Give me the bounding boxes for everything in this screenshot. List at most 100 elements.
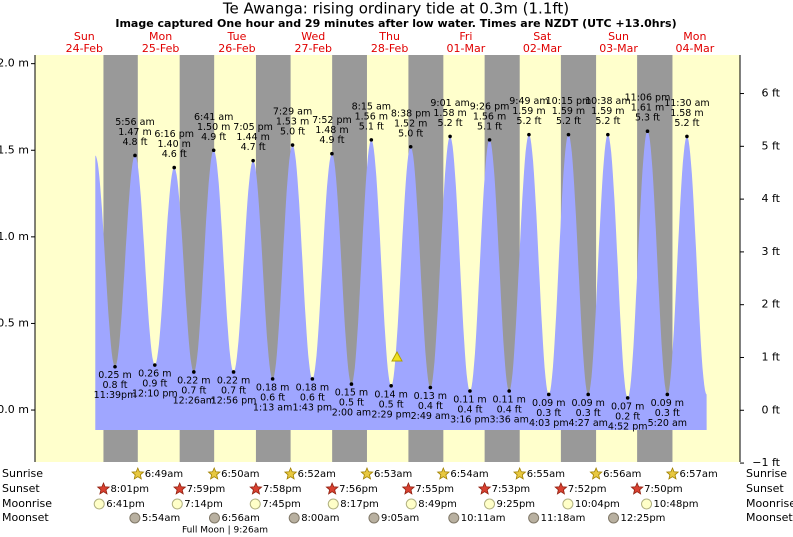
tide-label: 0.18 m [256,382,289,393]
sun-icon [665,466,680,480]
tide-label: 4.7 ft [241,142,266,153]
tide-point [487,138,492,142]
tide-label: 5.2 ft [516,116,541,127]
tide-label: 5:20 am [648,418,687,429]
tide-label: 4.9 ft [201,132,226,143]
tide-label: 1:43 pm [293,402,333,413]
title: Te Awanga: rising ordinary tide at 0.3m … [222,0,569,18]
moonrise-icon [249,498,261,510]
day-name: Tue [227,30,247,43]
tide-label: 0.8 ft [102,380,127,391]
y-tick-label: 0.5 m [0,316,29,329]
row-label: Moonset [2,511,49,524]
moonset-icon [288,512,300,524]
day-date: 26-Feb [218,42,255,55]
sunrise-label: 6:53am [374,469,412,480]
sunrise-label: 6:50am [221,469,259,480]
tide-label: 3:16 pm [450,414,490,425]
tide-label: 5.1 ft [477,121,502,132]
tide-label: 7:29 am [273,107,312,118]
tide-label: 0.14 m [374,389,407,400]
tide-label: 0.5 ft [339,398,364,409]
moonrise-label: 8:17pm [340,499,379,510]
sun-icon [477,481,492,495]
tide-point [408,144,413,149]
tide-point [369,138,374,142]
day-date: 28-Feb [371,42,408,55]
tide-label: 0.7 ft [221,385,246,396]
moonset-icon [208,512,220,524]
day-name: Thu [378,30,400,43]
day-name: Sun [74,30,95,43]
tide-label: 0.18 m [296,382,329,393]
row-label: Moonrise [2,497,52,510]
moonset-label: 11:18am [541,513,586,524]
moonset-label: 9:05am [381,513,419,524]
tide-point [133,153,137,158]
row-label: Sunset [2,482,40,495]
tide-label: 0.26 m [138,369,171,380]
sunrise-label: 6:49am [145,469,183,480]
tide-label: 4:27 am [568,418,607,429]
tide-label: 1.40 m [157,139,190,150]
subtitle: Image captured One hour and 29 minutes a… [115,17,676,30]
tide-label: 12:56 pm [211,395,257,406]
tide-label: 5:56 am [115,117,154,128]
tide-label: 0.07 m [611,401,644,412]
tide-point [546,392,551,397]
tide-point [428,385,433,390]
tide-label: 1.56 m [355,111,388,122]
tide-label: 0.13 m [414,391,447,402]
moonrise-label: 8:49pm [418,499,457,510]
tide-label: 1.59 m [591,106,624,117]
y2-tick-label: 5 ft [762,139,781,152]
tide-label: 1.58 m [433,108,466,119]
sunset-label: 7:50pm [644,484,683,495]
tide-label: 0.5 ft [379,399,404,410]
sun-icon [325,481,339,495]
tide-label: 5.1 ft [359,121,384,132]
tide-point [685,134,689,139]
tide-point [211,148,216,153]
sunset-label: 7:52pm [568,484,607,495]
current-tide-marker [391,350,403,362]
moonrise-icon [484,498,496,510]
tide-point [625,396,630,400]
day-date: 27-Feb [295,42,332,55]
moonrise-icon [93,498,105,510]
moonset-icon [448,512,460,524]
y2-tick-label: 4 ft [762,192,781,205]
tide-label: 0.2 ft [615,411,640,422]
tide-label: 0.22 m [177,375,210,386]
tide-label: 9:26 pm [470,101,510,112]
moonrise-icon [171,498,183,510]
tide-label: 0.3 ft [576,408,601,419]
tide-label: 12:10 pm [132,389,178,400]
tide-label: 5.2 ft [438,118,463,129]
tide-label: 2:49 am [411,411,450,422]
moonrise-label: 7:14pm [184,499,223,510]
row-label: Sunset [746,482,784,495]
tide-label: 10:38 am [585,96,630,107]
moonrise-icon [562,498,574,510]
tide-label: 6:41 am [194,112,233,123]
tide-label: 5.2 ft [674,118,699,129]
moonset-label: 12:25pm [621,513,666,524]
sunset-label: 7:55pm [415,484,454,495]
y-tick-label: 0.0 m [0,403,29,416]
tide-point [153,363,157,367]
tide-point [527,132,531,137]
sun-icon [131,466,145,480]
day-name: Fri [459,30,472,43]
sun-icon [207,466,221,480]
tide-label: 5.2 ft [556,116,581,127]
tide-label: 0.15 m [335,388,368,399]
sunset-label: 7:56pm [339,484,378,495]
sun-icon [513,466,527,480]
tide-label: 1.48 m [315,125,348,136]
moonrise-label: 9:25pm [497,499,536,510]
tide-label: 0.4 ft [457,404,482,415]
tide-label: 2:29 pm [371,409,411,420]
tide-label: 9:01 am [430,98,469,109]
